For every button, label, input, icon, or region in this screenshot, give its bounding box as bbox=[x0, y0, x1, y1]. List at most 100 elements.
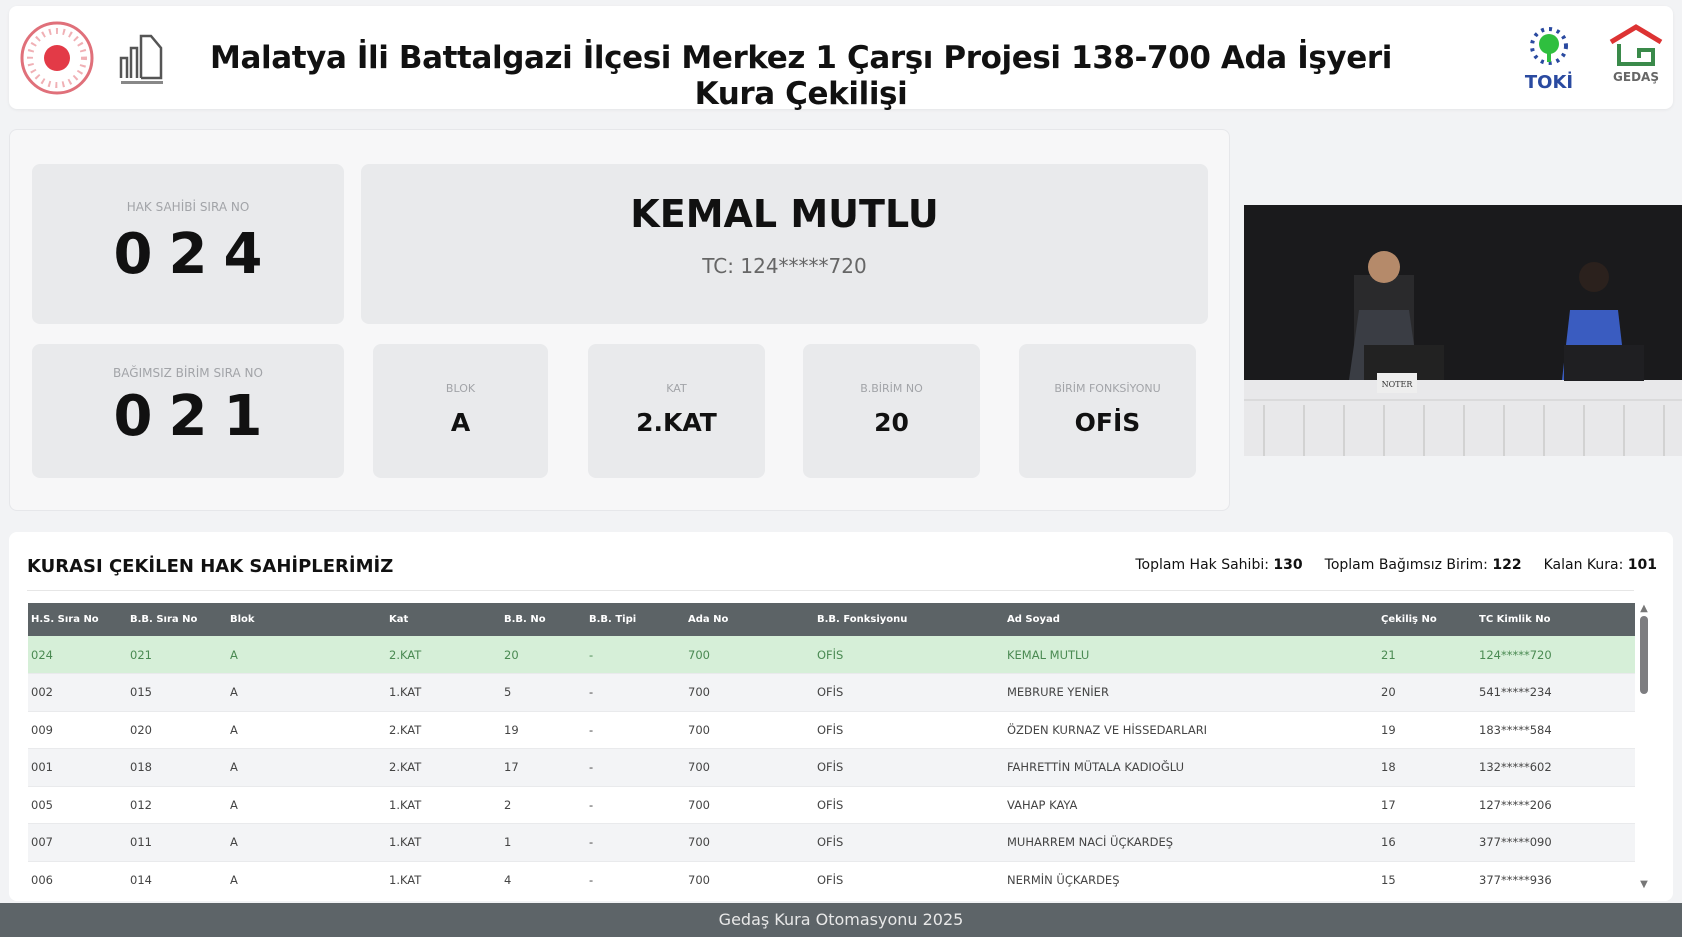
table-cell: MEBRURE YENİER bbox=[1004, 673, 1378, 712]
table-cell: 377*****936 bbox=[1476, 861, 1635, 898]
table-cell: A bbox=[227, 823, 386, 862]
table-cell: 011 bbox=[127, 823, 227, 862]
table-row[interactable]: 001 018 A 2.KAT 17-700 OFİS FAHRETTİN MÜTALA K… bbox=[28, 748, 1635, 787]
column-header: TC Kimlik No bbox=[1476, 603, 1635, 636]
table-row[interactable]: 006 014 A 1.KAT 4-700 OFİS NERMİN ÜÇKARDEŞ 15 37… bbox=[28, 861, 1635, 898]
table-cell: A bbox=[227, 673, 386, 712]
table-cell: OFİS bbox=[814, 823, 1004, 862]
table-cell: 20 bbox=[1378, 673, 1476, 712]
table-cell: 124*****720 bbox=[1476, 636, 1635, 674]
table-cell: 015 bbox=[127, 673, 227, 712]
table-cell: 183*****584 bbox=[1476, 711, 1635, 749]
table-header-row: H.S. Sıra No B.B. Sıra No Blok Kat B.B. No B.… bbox=[28, 603, 1635, 636]
birim-fonksiyonu-label: BİRİM FONKSİYONU bbox=[1054, 382, 1161, 395]
table-cell: 700 bbox=[685, 786, 814, 824]
drawn-list-panel: KURASI ÇEKİLEN HAK SAHİPLERİMİZ Toplam H… bbox=[9, 532, 1673, 901]
table-cell: 024 bbox=[28, 636, 127, 674]
stats-bar: Toplam Hak Sahibi: 130 Toplam Bağımsız B… bbox=[1135, 557, 1657, 573]
table-cell: NERMİN ÜÇKARDEŞ bbox=[1004, 861, 1378, 898]
table-cell: 021 bbox=[127, 636, 227, 674]
table-cell: 127*****206 bbox=[1476, 786, 1635, 824]
header-bar: Malatya İli Battalgazi İlçesi Merkez 1 Ç… bbox=[9, 6, 1673, 112]
scroll-down-arrow-icon[interactable]: ▼ bbox=[1640, 879, 1648, 890]
table-cell: 20 bbox=[501, 636, 586, 674]
table-cell: 700 bbox=[685, 636, 814, 674]
table-cell: OFİS bbox=[814, 861, 1004, 898]
hs-sira-card: HAK SAHİBİ SIRA NO 024 bbox=[32, 164, 344, 324]
column-header: B.B. Sıra No bbox=[127, 603, 227, 636]
table-cell: 007 bbox=[28, 823, 127, 862]
table-cell: 020 bbox=[127, 711, 227, 749]
table-cell: 002 bbox=[28, 673, 127, 712]
table-cell: 700 bbox=[685, 823, 814, 862]
bbirim-no-card: B.BİRİM NO 20 bbox=[803, 344, 980, 478]
table-cell: 005 bbox=[28, 786, 127, 824]
scroll-up-arrow-icon[interactable]: ▲ bbox=[1640, 603, 1648, 614]
table-cell: 006 bbox=[28, 861, 127, 898]
table-cell: 012 bbox=[127, 786, 227, 824]
table-cell: 17 bbox=[501, 748, 586, 787]
kat-label: KAT bbox=[666, 382, 687, 395]
table-cell: 700 bbox=[685, 673, 814, 712]
current-draw-panel: HAK SAHİBİ SIRA NO 024 KEMAL MUTLU TC: 1… bbox=[9, 129, 1230, 511]
table-cell: A bbox=[227, 711, 386, 749]
table-cell: VAHAP KAYA bbox=[1004, 786, 1378, 824]
table-cell: 377*****090 bbox=[1476, 823, 1635, 862]
table-cell: 009 bbox=[28, 711, 127, 749]
table-cell: OFİS bbox=[814, 711, 1004, 749]
table-cell: 2.KAT bbox=[386, 748, 501, 787]
birim-fonksiyonu-card: BİRİM FONKSİYONU OFİS bbox=[1019, 344, 1196, 478]
bbirim-no-label: B.BİRİM NO bbox=[860, 382, 923, 395]
table-cell: 018 bbox=[127, 748, 227, 787]
column-header: Blok bbox=[227, 603, 386, 636]
column-header: Kat bbox=[386, 603, 501, 636]
table-row[interactable]: 024 021 A 2.KAT 20-700 OFİS KEMAL MUTLU 21 124**… bbox=[28, 636, 1635, 674]
list-title: KURASI ÇEKİLEN HAK SAHİPLERİMİZ bbox=[27, 556, 394, 577]
table-row[interactable]: 005 012 A 1.KAT 2-700 OFİS VAHAP KAYA 17 127****… bbox=[28, 786, 1635, 824]
bb-sira-card: BAĞIMSIZ BİRİM SIRA NO 021 bbox=[32, 344, 344, 478]
table-cell: A bbox=[227, 748, 386, 787]
noter-sign: NOTER bbox=[1382, 380, 1414, 389]
page-title: Malatya İli Battalgazi İlçesi Merkez 1 Ç… bbox=[210, 40, 1392, 112]
table-cell: 700 bbox=[685, 861, 814, 898]
hs-sira-value: 024 bbox=[113, 222, 279, 287]
table-row[interactable]: 009 020 A 2.KAT 19-700 OFİS ÖZDEN KURNAZ VE Hİ… bbox=[28, 711, 1635, 749]
blok-label: BLOK bbox=[445, 382, 476, 395]
toki-logo-text: TOKİ bbox=[1524, 72, 1574, 93]
table-cell: FAHRETTİN MÜTALA KADIOĞLU bbox=[1004, 748, 1378, 787]
building-logo bbox=[119, 34, 163, 84]
table-cell: 1.KAT bbox=[386, 786, 501, 824]
table-row[interactable]: 007 011 A 1.KAT 1-700 OFİS MUHARREM NACİ ÜÇKAR… bbox=[28, 823, 1635, 862]
ministry-seal-logo bbox=[20, 21, 94, 95]
blok-value: A bbox=[450, 408, 471, 437]
table-cell: ÖZDEN KURNAZ VE HİSSEDARLARI bbox=[1004, 711, 1378, 749]
table-cell: 19 bbox=[501, 711, 586, 749]
live-video-feed[interactable]: NOTER bbox=[1244, 205, 1682, 456]
table-cell: 18 bbox=[1378, 748, 1476, 787]
kat-card: KAT 2.KAT bbox=[588, 344, 765, 478]
table-cell: 2.KAT bbox=[386, 711, 501, 749]
table-cell: 132*****602 bbox=[1476, 748, 1635, 787]
table-cell: OFİS bbox=[814, 636, 1004, 674]
table-cell: - bbox=[586, 786, 685, 824]
table-cell: 16 bbox=[1378, 823, 1476, 862]
column-header: Ad Soyad bbox=[1004, 603, 1378, 636]
table-row[interactable]: 002 015 A 1.KAT 5-700 OFİS MEBRURE YENİER 20 541… bbox=[28, 673, 1635, 712]
table-cell: 1.KAT bbox=[386, 861, 501, 898]
table-cell: OFİS bbox=[814, 786, 1004, 824]
drawn-list-table-wrap[interactable]: H.S. Sıra No B.B. Sıra No Blok Kat B.B. No B.… bbox=[28, 603, 1635, 898]
table-cell: 19 bbox=[1378, 711, 1476, 749]
birim-fonksiyonu-value: OFİS bbox=[1074, 408, 1141, 437]
table-cell: 21 bbox=[1378, 636, 1476, 674]
table-cell: - bbox=[586, 748, 685, 787]
column-header: Çekiliş No bbox=[1378, 603, 1476, 636]
scrollbar-thumb[interactable] bbox=[1640, 616, 1648, 694]
table-cell: 15 bbox=[1378, 861, 1476, 898]
table-cell: 5 bbox=[501, 673, 586, 712]
bb-sira-label: BAĞIMSIZ BİRİM SIRA NO bbox=[113, 366, 263, 380]
table-cell: A bbox=[227, 786, 386, 824]
bb-sira-value: 021 bbox=[113, 384, 279, 449]
bbirim-no-value: 20 bbox=[874, 408, 909, 437]
column-header: B.B. Fonksiyonu bbox=[814, 603, 1004, 636]
table-scrollbar[interactable]: ▲ ▼ bbox=[1636, 603, 1652, 898]
